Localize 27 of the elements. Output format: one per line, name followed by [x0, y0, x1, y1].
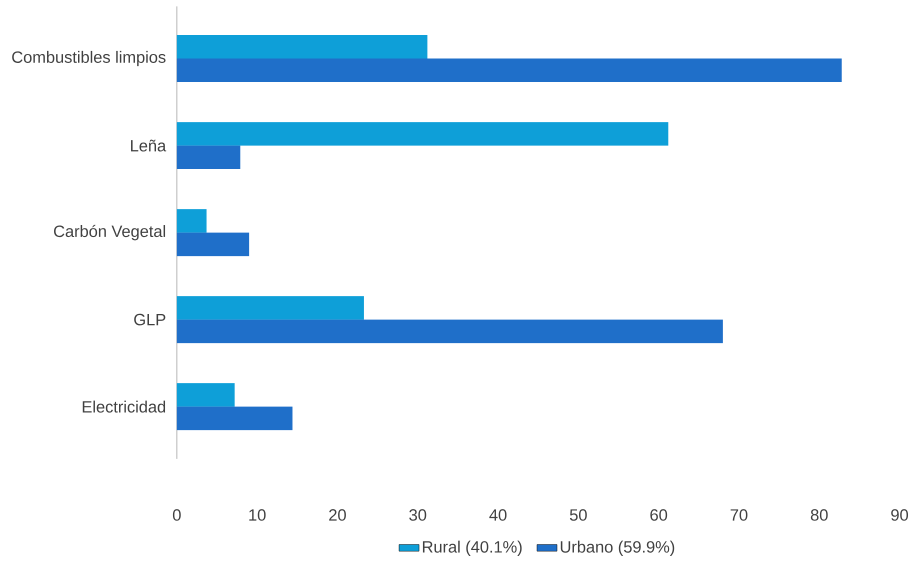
bar [176, 406, 292, 430]
y-tick-label: Leña [131, 140, 166, 152]
y-tick-label: Electricidad [82, 400, 166, 413]
bar [176, 35, 428, 59]
bar [176, 146, 240, 170]
x-tick-label: 0 [172, 509, 181, 521]
bar [176, 232, 250, 256]
bar [176, 383, 235, 407]
bar [176, 296, 364, 320]
bar [176, 58, 842, 82]
legend-label: Rural (40.1%) [422, 540, 522, 556]
legend-label: Urbano (59.9%) [560, 540, 674, 556]
x-tick-label: 60 [650, 509, 668, 521]
x-tick-label: 80 [810, 509, 828, 521]
x-tick-label: 90 [891, 509, 908, 521]
y-tick-label: GLP [134, 314, 166, 326]
bar [176, 209, 207, 233]
x-tick-label: 40 [489, 509, 507, 521]
x-tick-label: 10 [249, 509, 266, 521]
bar [176, 320, 723, 344]
x-tick-label: 30 [409, 509, 426, 521]
y-tick-label: Carbón Vegetal [54, 225, 166, 241]
x-tick-label: 20 [329, 509, 346, 521]
bar [176, 122, 668, 146]
x-tick-label: 70 [730, 509, 748, 521]
x-tick-label: 50 [570, 509, 587, 521]
y-tick-label: Combustibles limpios [12, 51, 166, 66]
